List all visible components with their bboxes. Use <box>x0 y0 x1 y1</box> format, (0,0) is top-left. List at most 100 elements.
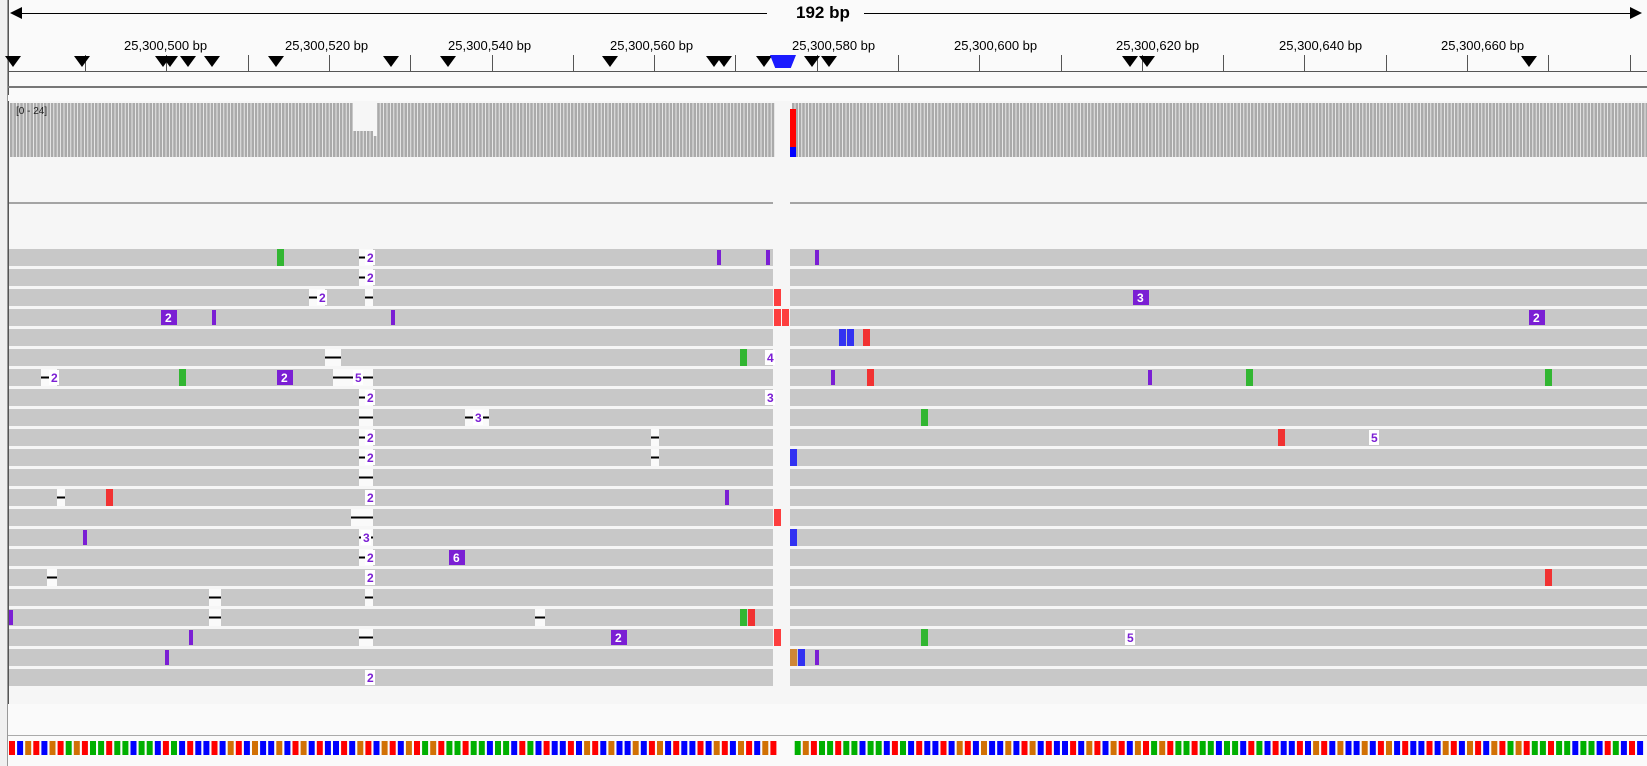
marker-triangle-icon[interactable] <box>602 56 618 67</box>
insertion-box[interactable] <box>365 450 375 465</box>
marker-triangle-icon[interactable] <box>756 56 772 67</box>
marker-triangle-icon[interactable] <box>1139 56 1155 67</box>
aligned-read[interactable] <box>790 509 1647 526</box>
aligned-read[interactable] <box>9 509 773 526</box>
marker-triangle-icon[interactable] <box>162 56 178 67</box>
aligned-read[interactable] <box>790 249 1647 266</box>
marker-triangle-icon[interactable] <box>1521 56 1537 67</box>
marker-triangle-icon[interactable] <box>5 56 21 67</box>
insertion-marker[interactable] <box>831 370 835 385</box>
insertion-box[interactable] <box>365 390 375 405</box>
insertion-marker[interactable] <box>815 250 819 265</box>
insertion-box[interactable] <box>365 490 375 505</box>
aligned-read[interactable] <box>9 449 773 466</box>
insertion-marker[interactable] <box>717 250 721 265</box>
aligned-read[interactable] <box>790 309 1647 326</box>
insertion-marker[interactable] <box>391 310 395 325</box>
aligned-read[interactable] <box>9 489 773 506</box>
aligned-read[interactable] <box>9 269 773 286</box>
aligned-read[interactable] <box>790 629 1647 646</box>
marker-triangle-icon[interactable] <box>716 56 732 67</box>
sequence-track[interactable] <box>8 735 1647 766</box>
insertion-marker[interactable] <box>725 490 729 505</box>
aligned-read[interactable] <box>790 409 1647 426</box>
insertion-box[interactable] <box>365 250 375 265</box>
insertion-box[interactable] <box>1133 290 1149 305</box>
aligned-read[interactable] <box>9 529 773 546</box>
insertion-marker[interactable] <box>766 250 770 265</box>
aligned-read[interactable] <box>790 549 1647 566</box>
aligned-read[interactable] <box>9 409 773 426</box>
insertion-box[interactable] <box>765 390 775 405</box>
aligned-read[interactable] <box>9 329 773 346</box>
insertion-box[interactable] <box>1529 310 1545 325</box>
insertion-box[interactable] <box>1369 430 1379 445</box>
marker-triangle-icon[interactable] <box>204 56 220 67</box>
aligned-read[interactable] <box>790 669 1647 686</box>
aligned-read[interactable] <box>9 369 773 386</box>
aligned-read[interactable] <box>790 649 1647 666</box>
aligned-read[interactable] <box>790 449 1647 466</box>
insertion-box[interactable] <box>365 270 375 285</box>
marker-triangle-icon[interactable] <box>383 56 399 67</box>
aligned-read[interactable] <box>9 589 773 606</box>
insertion-box[interactable] <box>365 550 375 565</box>
insertion-box[interactable] <box>765 350 775 365</box>
marker-blue-icon[interactable] <box>770 55 796 68</box>
insertion-box[interactable] <box>473 410 483 425</box>
insertion-box[interactable] <box>611 630 627 645</box>
aligned-read[interactable] <box>790 289 1647 306</box>
marker-triangle-icon[interactable] <box>821 56 837 67</box>
marker-triangle-icon[interactable] <box>804 56 820 67</box>
aligned-read[interactable] <box>9 609 773 626</box>
insertion-box[interactable] <box>161 310 177 325</box>
insertion-box[interactable] <box>277 370 293 385</box>
insertion-marker[interactable] <box>165 650 169 665</box>
insertion-box[interactable] <box>361 530 371 545</box>
insertion-marker[interactable] <box>212 310 216 325</box>
aligned-read[interactable] <box>790 609 1647 626</box>
insertion-marker[interactable] <box>815 650 819 665</box>
marker-triangle-icon[interactable] <box>268 56 284 67</box>
aligned-read[interactable] <box>9 429 773 446</box>
aligned-read[interactable] <box>790 389 1647 406</box>
aligned-read[interactable] <box>9 469 773 486</box>
insertion-box[interactable] <box>365 670 375 685</box>
aligned-read[interactable] <box>9 349 773 366</box>
aligned-read[interactable] <box>790 369 1647 386</box>
insertion-marker[interactable] <box>189 630 193 645</box>
aligned-read[interactable] <box>790 569 1647 586</box>
aligned-read[interactable] <box>9 629 773 646</box>
insertion-marker[interactable] <box>9 610 13 625</box>
insertion-box[interactable] <box>365 430 375 445</box>
aligned-read[interactable] <box>9 669 773 686</box>
marker-triangle-icon[interactable] <box>706 56 722 67</box>
insertion-marker[interactable] <box>83 530 87 545</box>
insertion-box[interactable] <box>317 290 327 305</box>
insertion-box[interactable] <box>365 570 375 585</box>
aligned-read[interactable] <box>790 469 1647 486</box>
insertion-box[interactable] <box>353 370 363 385</box>
aligned-read[interactable] <box>790 589 1647 606</box>
aligned-read[interactable] <box>9 249 773 266</box>
insertion-box[interactable] <box>49 370 59 385</box>
insertion-box[interactable] <box>1125 630 1135 645</box>
marker-triangle-icon[interactable] <box>74 56 90 67</box>
insertion-box[interactable] <box>449 550 465 565</box>
insertion-marker[interactable] <box>1148 370 1152 385</box>
aligned-read[interactable] <box>790 329 1647 346</box>
marker-triangle-icon[interactable] <box>1122 56 1138 67</box>
aligned-read[interactable] <box>9 549 773 566</box>
marker-triangle-icon[interactable] <box>440 56 456 67</box>
aligned-read[interactable] <box>790 529 1647 546</box>
aligned-read[interactable] <box>9 289 773 306</box>
aligned-read[interactable] <box>790 349 1647 366</box>
marker-triangle-icon[interactable] <box>180 56 196 67</box>
aligned-read[interactable] <box>9 649 773 666</box>
aligned-read[interactable] <box>790 269 1647 286</box>
aligned-read[interactable] <box>9 569 773 586</box>
aligned-read[interactable] <box>9 389 773 406</box>
aligned-read[interactable] <box>790 429 1647 446</box>
